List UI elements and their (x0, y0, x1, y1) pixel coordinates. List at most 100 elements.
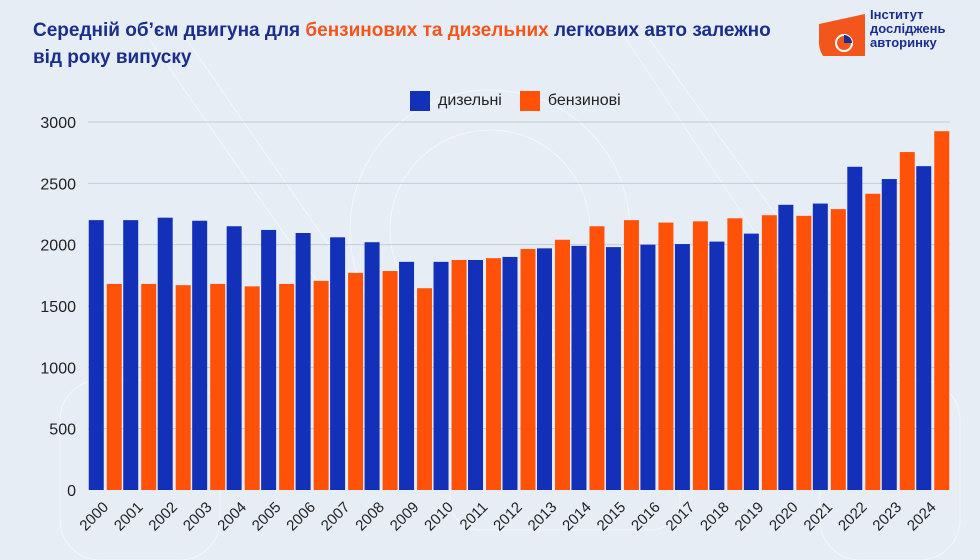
y-tick-label: 2000 (40, 238, 76, 255)
bar-diesel (192, 220, 208, 490)
x-tick-label: 2010 (421, 499, 457, 535)
bar-petrol (727, 218, 743, 490)
bar-petrol (830, 209, 846, 491)
logo-line: авторинку (870, 35, 937, 50)
x-tick-label: 2012 (490, 499, 526, 535)
bar-petrol (210, 283, 226, 490)
bar-petrol (175, 285, 191, 490)
y-tick-label: 500 (49, 422, 76, 439)
x-tick-label: 2016 (628, 499, 664, 535)
x-tick-label: 2013 (525, 499, 561, 535)
x-tick-label: 2011 (457, 499, 492, 534)
x-tick-label: 2022 (835, 499, 871, 535)
bar-diesel (502, 256, 518, 490)
x-tick-label: 2000 (76, 499, 112, 535)
legend-swatch-diesel (410, 91, 430, 111)
bar-diesel (571, 245, 587, 490)
x-tick-label: 2020 (766, 499, 802, 535)
x-tick-label: 2006 (283, 499, 319, 535)
x-tick-label: 2003 (180, 499, 216, 535)
y-tick-label: 1000 (40, 360, 76, 377)
bar-diesel (226, 226, 242, 490)
bar-diesel (261, 229, 277, 491)
bar-petrol (796, 215, 812, 490)
bar-diesel (847, 166, 863, 491)
bar-diesel (812, 203, 828, 490)
bar-diesel (743, 233, 759, 491)
x-tick-label: 2009 (387, 499, 423, 535)
bar-petrol (417, 288, 433, 490)
bar-diesel (778, 204, 794, 491)
bar-petrol (348, 272, 364, 490)
title-text-cont: легкових авто залежно (548, 20, 771, 41)
x-tick-label: 2017 (663, 499, 699, 535)
bar-diesel (468, 260, 484, 490)
bar-diesel (536, 248, 552, 490)
x-tick-label: 2021 (801, 499, 837, 535)
y-tick-label: 1500 (40, 299, 76, 316)
logo-line: досліджень (870, 21, 946, 36)
bar-petrol (486, 258, 502, 490)
y-tick-label: 0 (67, 483, 76, 500)
bar-petrol (934, 131, 950, 490)
bar-petrol (623, 220, 639, 490)
title-text: Середній об’єм двигуна для (33, 20, 306, 41)
x-tick-label: 2019 (732, 499, 768, 535)
x-tick-label: 2007 (318, 499, 354, 535)
logo-line: Інститут (870, 7, 924, 22)
bar-petrol (865, 193, 881, 490)
bar-petrol (141, 283, 157, 490)
bar-petrol (761, 215, 777, 490)
bar-petrol (520, 248, 536, 490)
x-tick-label: 2005 (249, 499, 285, 535)
bar-diesel (605, 247, 621, 490)
bar-petrol (279, 283, 295, 490)
title-line2: від року випуску (33, 47, 192, 68)
bar-petrol (382, 271, 398, 490)
x-tick-label: 2014 (559, 499, 595, 535)
x-tick-label: 2008 (352, 499, 388, 535)
bar-diesel (123, 220, 139, 490)
bar-petrol (692, 221, 708, 491)
legend: дизельні бензинові (410, 91, 639, 111)
bar-diesel (295, 233, 311, 490)
x-tick-label: 2001 (111, 499, 147, 535)
x-tick-label: 2004 (214, 499, 250, 535)
bar-petrol (589, 226, 605, 490)
bar-diesel (674, 244, 690, 490)
chart-title: Середній об’єм двигуна для бензинових та… (33, 17, 773, 71)
bar-petrol (899, 152, 915, 490)
bar-diesel (881, 179, 897, 491)
y-tick-label: 2500 (40, 176, 76, 193)
title-highlight: бензинових та дизельних (305, 20, 549, 41)
x-tick-label: 2015 (594, 499, 630, 535)
bar-diesel (709, 241, 725, 490)
bar-petrol (554, 239, 570, 490)
bar-diesel (433, 261, 449, 490)
bar-diesel (364, 242, 380, 490)
bar-petrol (313, 280, 329, 490)
legend-item-petrol: бензинові (519, 91, 621, 111)
logo-text: Інститут досліджень авторинку (870, 8, 946, 50)
bar-diesel (916, 166, 932, 490)
bar-diesel (640, 244, 656, 490)
x-tick-label: 2024 (904, 499, 940, 535)
bar-diesel (330, 237, 346, 490)
legend-item-diesel: дизельні (410, 91, 502, 111)
bar-petrol (244, 286, 260, 490)
bar-diesel (399, 261, 415, 490)
bar-diesel (88, 220, 104, 490)
y-tick-label: 3000 (40, 115, 76, 132)
bar-petrol (451, 260, 467, 490)
legend-label: дизельні (438, 92, 502, 109)
bar-diesel (157, 217, 173, 490)
pie-chart-logo-icon (818, 14, 865, 56)
bar-petrol (106, 283, 122, 490)
x-tick-label: 2023 (869, 499, 905, 535)
legend-swatch-petrol (519, 91, 540, 111)
bar-petrol (658, 222, 674, 490)
x-tick-label: 2018 (697, 499, 733, 535)
x-tick-label: 2002 (145, 499, 181, 535)
legend-label: бензинові (547, 92, 621, 109)
